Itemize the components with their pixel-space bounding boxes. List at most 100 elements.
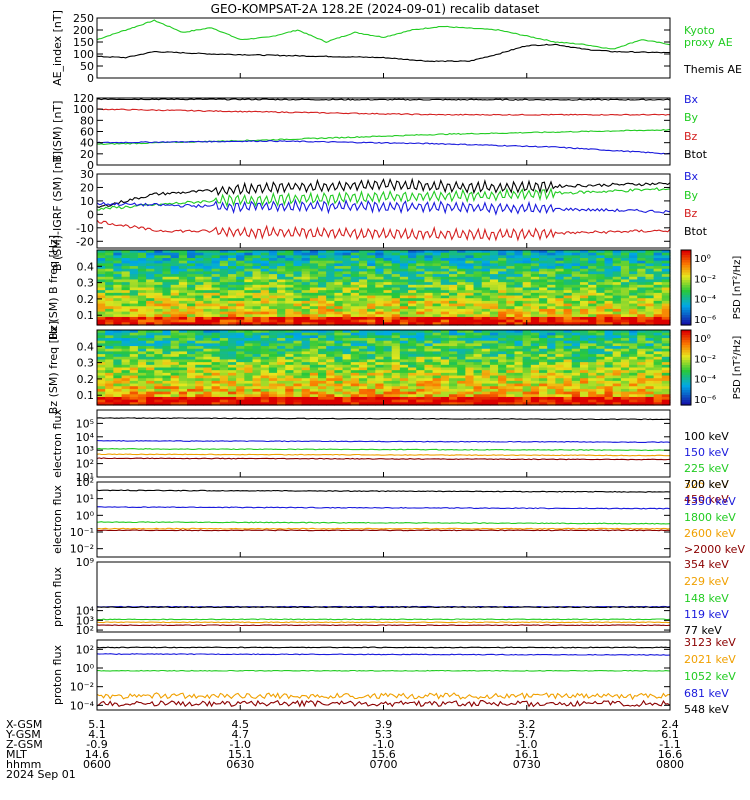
heatmap-cell	[481, 338, 491, 342]
heatmap-cell	[219, 314, 229, 318]
heatmap-cell	[342, 364, 352, 369]
heatmap-cell	[514, 250, 524, 254]
heatmap-cell	[604, 295, 614, 299]
heatmap-cell	[318, 290, 327, 294]
heatmap-cell	[227, 375, 237, 379]
heatmap-cell	[653, 303, 663, 307]
heatmap-cell	[579, 388, 589, 393]
heatmap-cell	[408, 311, 417, 315]
heatmap-cell	[236, 391, 245, 395]
heatmap-cell	[293, 380, 303, 385]
heatmap-cell	[440, 295, 450, 299]
heatmap-cell	[178, 266, 188, 270]
heatmap-cell	[293, 356, 303, 361]
heatmap-cell	[604, 370, 614, 374]
heatmap-cell	[293, 316, 303, 321]
heatmap-cell	[588, 394, 597, 398]
heatmap-cell	[514, 300, 524, 305]
heatmap-cell	[588, 375, 597, 379]
heatmap-cell	[563, 271, 573, 275]
heatmap-cell	[97, 252, 106, 256]
heatmap-cell	[334, 375, 344, 379]
heatmap-cell	[440, 378, 450, 382]
heatmap-cell	[604, 354, 614, 358]
heatmap-cell	[268, 335, 278, 339]
heatmap-cell	[342, 266, 352, 270]
heatmap-cell	[383, 375, 393, 379]
heatmap-cell	[137, 250, 147, 254]
heatmap-cell	[432, 367, 442, 371]
heatmap-cell	[178, 362, 188, 366]
heatmap-cell	[563, 335, 573, 339]
heatmap-cell	[219, 383, 229, 387]
heatmap-cell	[555, 258, 565, 262]
series-line-bz	[96, 219, 671, 242]
heatmap-cell	[637, 255, 647, 259]
heatmap-cell	[358, 340, 368, 344]
heatmap-cell	[432, 314, 442, 318]
heatmap-cell	[604, 338, 614, 342]
heatmap-cell	[465, 303, 475, 307]
heatmap-cell	[620, 252, 630, 256]
heatmap-cell	[195, 266, 205, 270]
heatmap-cell	[318, 322, 327, 326]
heatmap-cell	[408, 274, 417, 278]
heatmap-cell	[604, 367, 614, 371]
heatmap-cell	[481, 300, 491, 305]
heatmap-cell	[219, 292, 229, 297]
ephem-row-label: hhmm	[6, 758, 41, 771]
heatmap-cell	[588, 287, 597, 291]
heatmap-cell	[121, 378, 131, 382]
heatmap-cell	[367, 271, 376, 275]
heatmap-cell	[399, 303, 409, 307]
heatmap-cell	[252, 268, 262, 273]
heatmap-cell	[129, 338, 139, 342]
heatmap-cell	[121, 399, 131, 403]
heatmap-cell	[440, 370, 450, 374]
heatmap-cell	[653, 362, 663, 366]
heatmap-cell	[170, 402, 180, 406]
heatmap-cell	[596, 330, 606, 334]
heatmap-cell	[530, 330, 540, 334]
heatmap-cell	[539, 250, 548, 254]
heatmap-cell	[260, 370, 270, 374]
heatmap-cell	[236, 314, 245, 318]
heatmap-cell	[653, 311, 663, 315]
heatmap-cell	[506, 362, 516, 366]
heatmap-cell	[219, 287, 229, 291]
heatmap-cell	[260, 306, 270, 310]
heatmap-cell	[416, 338, 426, 342]
heatmap-cell	[539, 271, 548, 275]
heatmap-cell	[187, 394, 196, 398]
heatmap-cell	[522, 338, 532, 342]
heatmap-cell	[440, 260, 450, 264]
heatmap-cell	[465, 282, 475, 286]
heatmap-cell	[588, 330, 597, 334]
heatmap-cell	[457, 396, 466, 401]
heatmap-cell	[260, 284, 270, 289]
heatmap-cell	[448, 394, 458, 398]
heatmap-cell	[326, 298, 335, 302]
heatmap-cell	[391, 258, 401, 262]
heatmap-cell	[105, 279, 114, 283]
heatmap-cell	[571, 386, 581, 390]
heatmap-cell	[211, 378, 221, 382]
heatmap-cell	[383, 298, 393, 302]
heatmap-cell	[170, 276, 180, 281]
heatmap-cell	[391, 298, 401, 302]
heatmap-cell	[448, 396, 458, 401]
heatmap-cell	[653, 356, 663, 361]
heatmap-cell	[440, 322, 450, 326]
heatmap-cell	[146, 330, 155, 334]
heatmap-cell	[211, 388, 221, 393]
heatmap-cell	[457, 362, 466, 366]
heatmap-cell	[236, 356, 245, 361]
heatmap-cell	[227, 386, 237, 390]
heatmap-cell	[604, 391, 614, 395]
heatmap-cell	[178, 282, 188, 286]
heatmap-cell	[571, 351, 581, 355]
heatmap-cell	[260, 311, 270, 315]
colorbar-cell	[681, 335, 691, 339]
heatmap-cell	[571, 388, 581, 393]
heatmap-cell	[620, 338, 630, 342]
